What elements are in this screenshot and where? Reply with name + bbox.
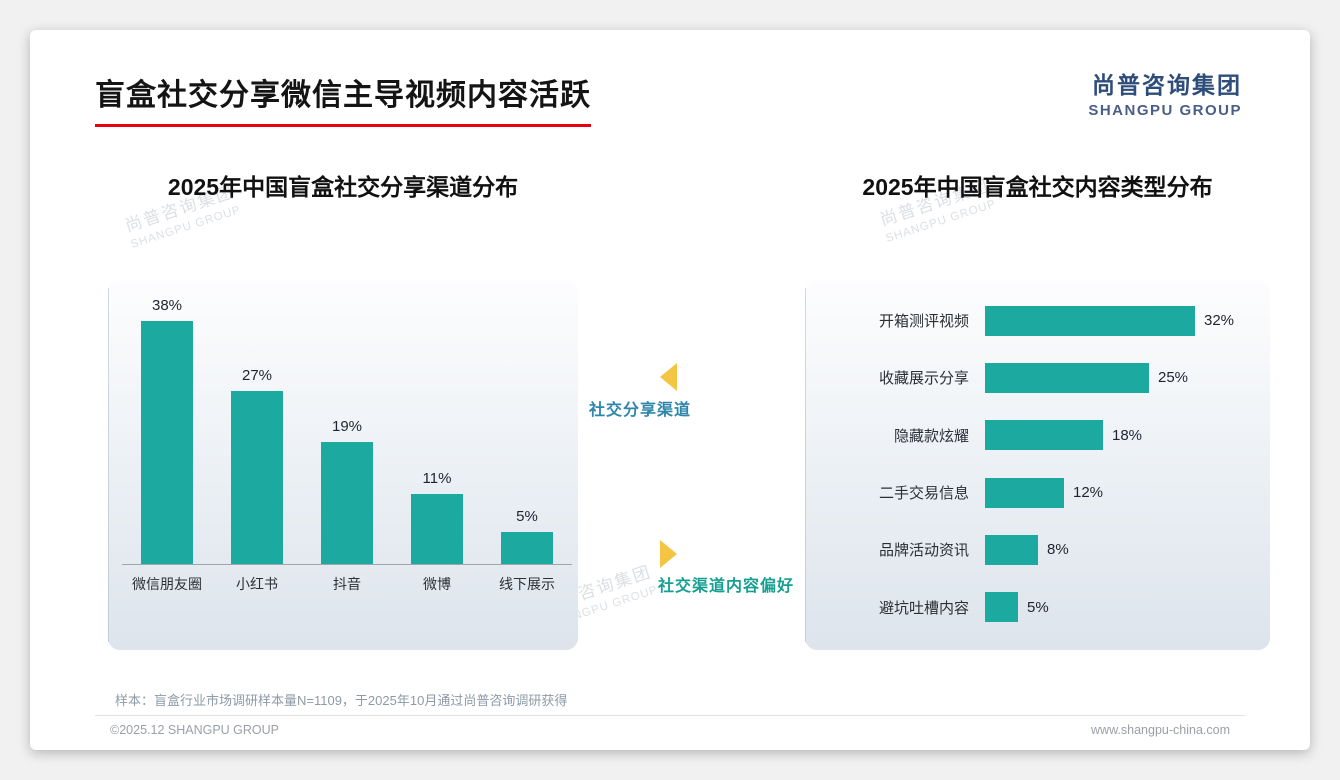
channel-bar-group: 5%	[482, 508, 572, 564]
panel-edge-line	[108, 288, 109, 642]
content-bar	[985, 534, 1038, 565]
panel-edge-line	[805, 288, 806, 642]
bar-category-label: 隐藏款炫耀	[893, 427, 969, 445]
content-bar	[985, 420, 1103, 451]
content-bar-row: 品牌活动资讯 8%	[821, 534, 1260, 565]
bar-value-label: 11%	[422, 470, 452, 487]
bar-value-label: 38%	[151, 297, 183, 314]
content-bar-row: 隐藏款炫耀 18%	[821, 420, 1260, 451]
content-bar	[985, 305, 1195, 336]
channel-bar-group: 11%	[392, 470, 482, 564]
sample-note: 样本：盲盒行业市场调研样本量N=1109，于2025年10月通过尚普咨询调研获得	[115, 693, 568, 708]
content-bar	[985, 477, 1064, 508]
bar-value-label: 5%	[516, 508, 538, 525]
channel-bar	[141, 321, 193, 564]
channel-bar	[501, 532, 553, 564]
bar-category-label: 开箱测评视频	[878, 313, 969, 331]
channel-bar	[231, 391, 283, 564]
bar-value-label: 12%	[1073, 484, 1104, 502]
content-bar	[985, 592, 1018, 623]
left-chart-title: 2025年中国盲盒社交分享渠道分布	[167, 174, 519, 200]
content-bar	[985, 362, 1149, 393]
left-pointing-arrow-icon	[660, 363, 677, 391]
right-chart-title: 2025年中国盲盒社交内容类型分布	[862, 174, 1213, 200]
channel-bar	[411, 494, 463, 564]
right-pointing-arrow-icon	[660, 540, 677, 568]
bar-category-label: 避坑吐槽内容	[878, 599, 969, 617]
bar-category-label: 收藏展示分享	[878, 370, 969, 388]
page-title: 盲盒社交分享微信主导视频内容活跃	[95, 70, 591, 127]
bar-category-label: 线下展示	[499, 576, 555, 592]
footer-copyright: ©2025.12 SHANGPU GROUP	[110, 723, 279, 737]
bar-value-label: 8%	[1047, 541, 1069, 559]
bar-value-label: 18%	[1112, 426, 1143, 444]
content-bar-row: 避坑吐槽内容 5%	[821, 592, 1260, 623]
channel-bar-group: 19%	[302, 418, 392, 564]
watermark-en: SHANGPU GROUP	[129, 203, 243, 251]
bar-category-label: 抖音	[333, 576, 361, 592]
channel-chart-plot: 38% 27% 19% 11% 5%	[122, 297, 572, 565]
share-channel-annotation: 社交分享渠道	[588, 402, 691, 419]
bar-value-label: 25%	[1158, 369, 1189, 387]
bar-value-label: 5%	[1027, 598, 1049, 616]
content-bar-row: 开箱测评视频 32%	[821, 305, 1260, 336]
content-bar-row: 二手交易信息 12%	[821, 477, 1260, 508]
logo-en-text: SHANGPU GROUP	[1088, 102, 1242, 119]
share-channel-chart-panel: 38% 27% 19% 11% 5% 微信朋友圈 小红书 抖音 微博 线下展示	[108, 280, 578, 650]
channel-bar-group: 38%	[122, 297, 212, 564]
bar-value-label: 27%	[241, 367, 273, 384]
channel-bar-group: 27%	[212, 367, 302, 564]
content-preference-annotation: 社交渠道内容偏好	[658, 578, 795, 595]
bar-category-label: 微信朋友圈	[132, 576, 202, 592]
footer-divider	[95, 715, 1245, 716]
watermark-en: SHANGPU GROUP	[884, 197, 998, 245]
company-logo: 尚普咨询集团 SHANGPU GROUP	[1088, 66, 1242, 119]
bar-category-label: 小红书	[236, 576, 278, 592]
bar-value-label: 32%	[1204, 312, 1235, 330]
logo-cn-text: 尚普咨询集团	[1092, 72, 1242, 98]
content-bar-row: 收藏展示分享 25%	[821, 362, 1260, 393]
bar-category-label: 微博	[423, 576, 451, 592]
bar-category-label: 品牌活动资讯	[878, 542, 969, 560]
bar-value-label: 19%	[331, 418, 363, 435]
content-type-chart-panel: 开箱测评视频 32% 收藏展示分享 25% 隐藏款炫耀 18% 二手交易信息 12% 品牌活动资…	[805, 280, 1270, 650]
channel-bar	[321, 442, 373, 564]
channel-chart-categories: 微信朋友圈 小红书 抖音 微博 线下展示	[122, 574, 572, 594]
content-chart-rows: 开箱测评视频 32% 收藏展示分享 25% 隐藏款炫耀 18% 二手交易信息 12% 品牌活动资…	[821, 292, 1260, 636]
slide-card: 尚普咨询集团 SHANGPU GROUP 尚普咨询集团 SHANGPU GROU…	[30, 30, 1310, 750]
bar-category-label: 二手交易信息	[878, 485, 969, 503]
footer-website: www.shangpu-china.com	[1091, 723, 1230, 737]
